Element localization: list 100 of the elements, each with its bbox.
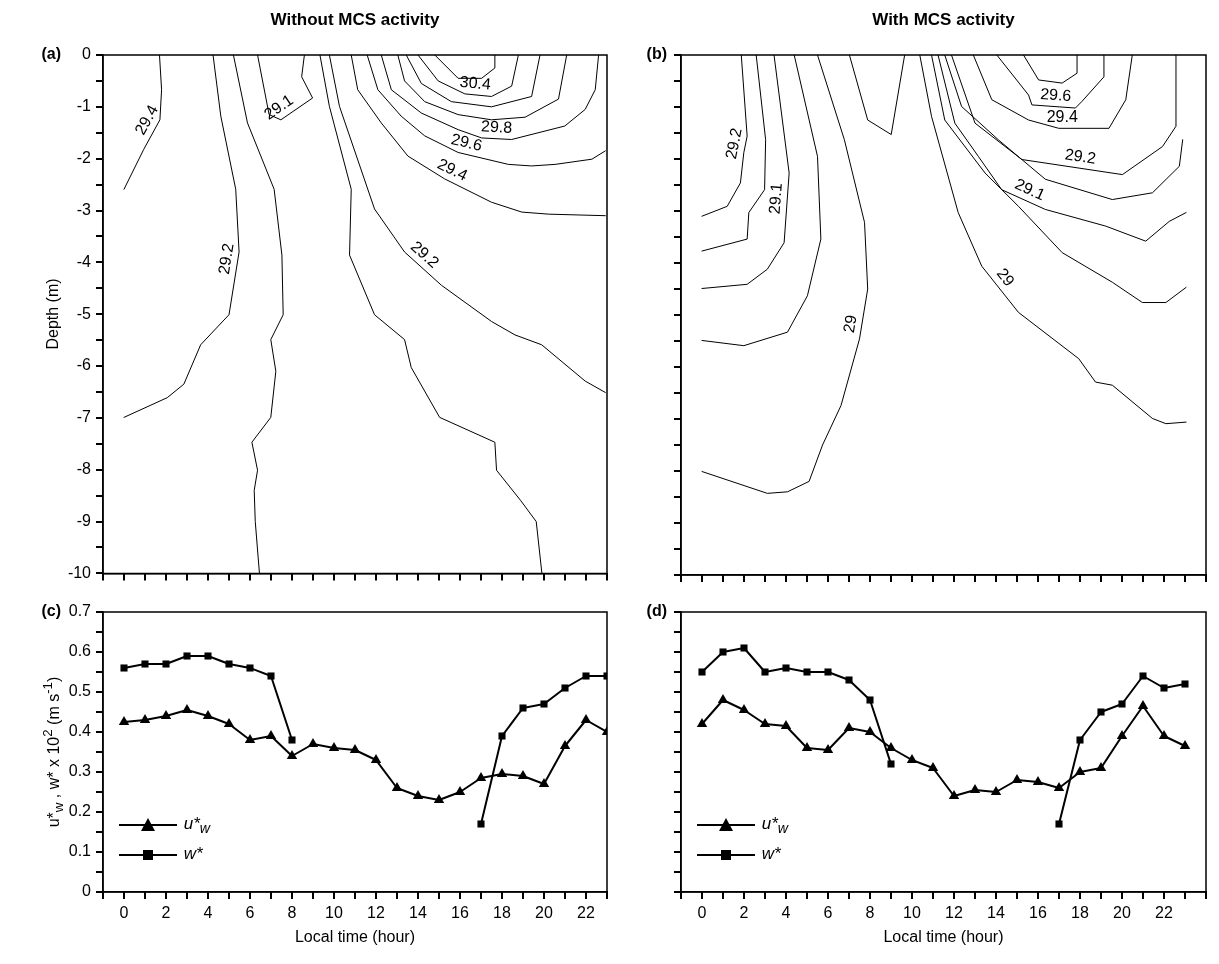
y-tick-label: 0.3	[68, 762, 92, 780]
point	[990, 786, 1002, 795]
point	[160, 710, 172, 719]
y-tick-label: 0.7	[68, 602, 92, 620]
point	[782, 664, 790, 672]
y-tick-label: 0.1	[68, 842, 92, 860]
text: (a)	[40, 45, 61, 63]
y-tick-label: -2	[76, 149, 92, 167]
y-tick-label: 0	[82, 882, 92, 900]
point	[1097, 708, 1105, 716]
point	[824, 668, 832, 676]
point	[540, 700, 548, 708]
text: 29.1	[765, 182, 785, 215]
text: 29.2	[407, 237, 443, 272]
point	[162, 660, 170, 668]
point	[370, 754, 382, 763]
x-tick-label: 18	[1071, 904, 1089, 922]
text: 29	[839, 313, 860, 334]
point	[244, 734, 256, 743]
point	[307, 738, 319, 747]
point	[246, 664, 254, 672]
x-tick-label: 2	[161, 904, 171, 922]
x-tick-label: 0	[119, 904, 129, 922]
point	[265, 730, 277, 739]
y-tick-label: -3	[76, 200, 92, 218]
point	[698, 668, 706, 676]
point	[822, 744, 834, 753]
x-tick-label: 12	[945, 904, 963, 922]
point	[225, 660, 233, 668]
point	[803, 668, 811, 676]
point	[519, 704, 527, 712]
y-tick-label: -10	[67, 563, 92, 581]
point	[780, 720, 792, 729]
series-label: 29.6	[1039, 84, 1073, 105]
y-tick-label: 0	[82, 45, 92, 63]
point	[267, 672, 275, 680]
y-tick-label: -8	[76, 460, 92, 478]
chart-title: With MCS activity	[871, 10, 1016, 30]
point	[740, 644, 748, 652]
point	[561, 684, 569, 692]
legend-label: w*	[760, 844, 781, 863]
point	[969, 784, 981, 793]
y-tick-label: 0.4	[68, 722, 92, 740]
point	[496, 768, 508, 777]
point	[1181, 680, 1189, 688]
text: 29.2	[214, 241, 237, 276]
y-tick-label: -5	[76, 304, 92, 322]
chart-title: Without MCS activity	[269, 10, 441, 30]
point	[202, 710, 214, 719]
x-tick-label: 14	[409, 904, 427, 922]
point	[887, 760, 895, 768]
y-axis-title: Depth (m)	[44, 278, 62, 350]
point	[866, 696, 874, 704]
x-tick-label: 8	[865, 904, 875, 922]
point	[454, 786, 466, 795]
x-tick-label: 20	[535, 904, 553, 922]
point	[1076, 736, 1084, 744]
x-tick-label: 14	[987, 904, 1005, 922]
point	[286, 750, 298, 759]
y-tick-label: 0.2	[68, 802, 92, 820]
x-axis-title: Local time (hour)	[293, 928, 416, 946]
series-label: 29.8	[480, 117, 513, 136]
point	[498, 732, 506, 740]
x-tick-label: 12	[367, 904, 385, 922]
point	[1032, 776, 1044, 785]
point	[906, 754, 918, 763]
point	[843, 722, 855, 731]
point	[538, 778, 550, 787]
point	[183, 652, 191, 660]
point	[1053, 782, 1065, 791]
point	[580, 714, 592, 723]
point	[1118, 700, 1126, 708]
text: (c)	[40, 602, 61, 620]
point	[864, 726, 876, 735]
point	[719, 648, 727, 656]
point	[738, 704, 750, 713]
text: 29.2	[721, 126, 745, 161]
point	[1116, 730, 1128, 739]
point	[517, 770, 529, 779]
x-tick-label: 22	[577, 904, 595, 922]
point	[801, 742, 813, 751]
point	[1011, 774, 1023, 783]
point	[1179, 740, 1191, 749]
y-tick-label: -1	[76, 97, 92, 115]
x-tick-label: 20	[1113, 904, 1131, 922]
x-tick-label: 22	[1155, 904, 1173, 922]
y-tick-label: -9	[76, 511, 92, 529]
legend-label: u*$_{w}$	[182, 814, 211, 837]
text: 29.1	[260, 90, 297, 123]
point	[288, 736, 296, 744]
text: 30.4	[459, 72, 492, 93]
point	[204, 652, 212, 660]
point	[120, 664, 128, 672]
point	[328, 742, 340, 751]
x-tick-label: 6	[823, 904, 833, 922]
text: (b)	[645, 45, 667, 63]
text: (d)	[645, 602, 667, 620]
x-tick-label: 2	[739, 904, 749, 922]
y-tick-label: -6	[76, 356, 92, 374]
x-tick-label: 10	[325, 904, 343, 922]
